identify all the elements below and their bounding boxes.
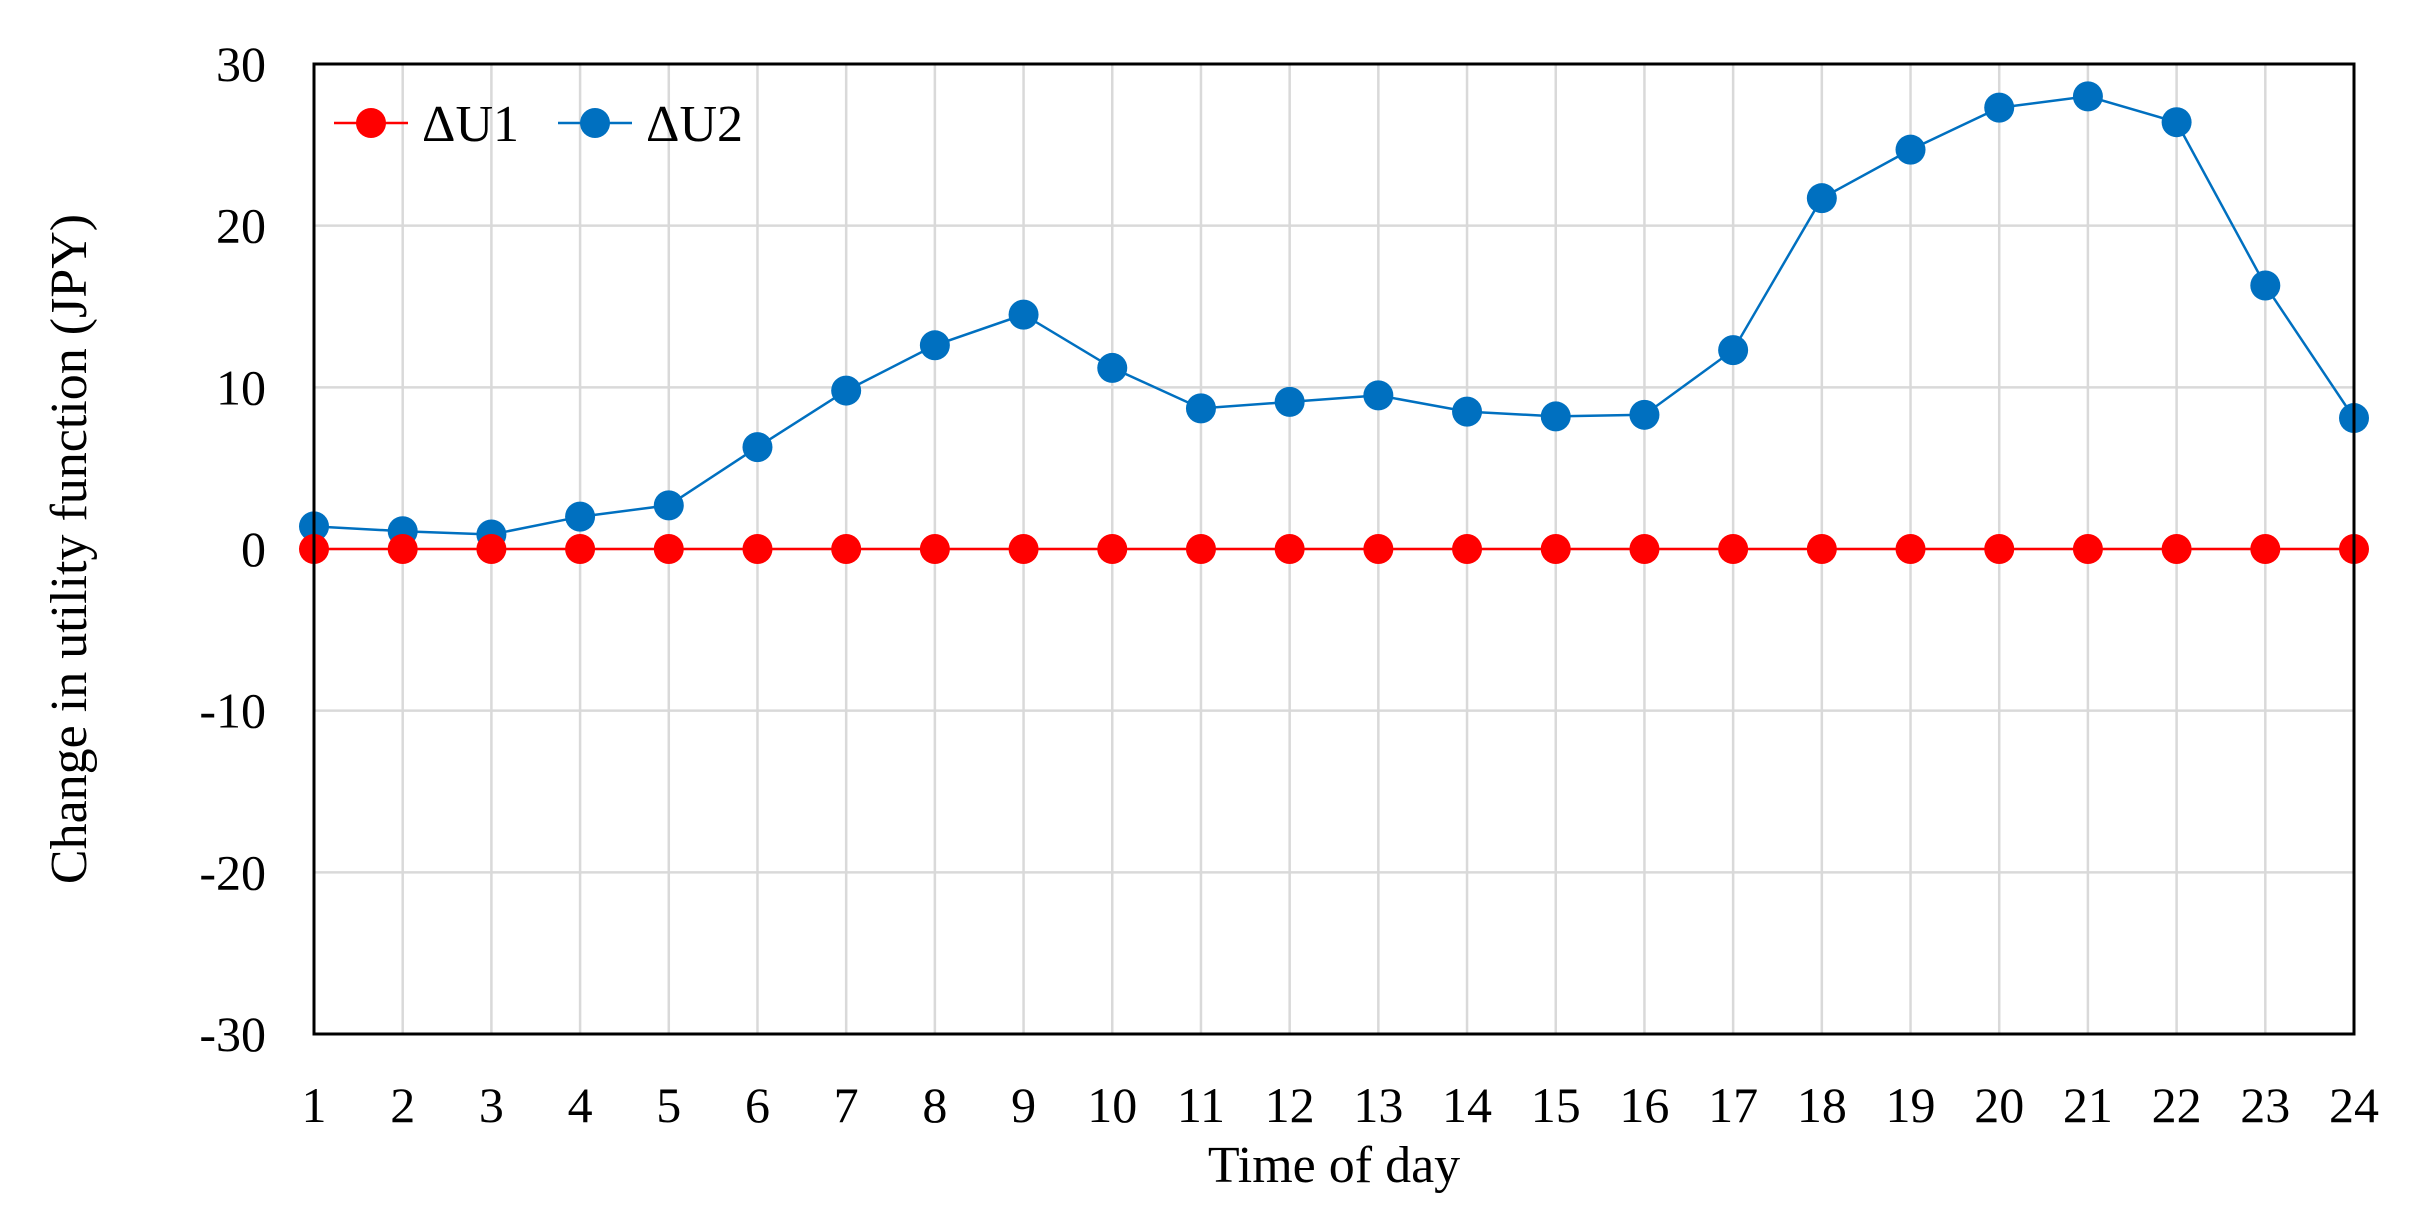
data-point — [2250, 270, 2281, 301]
x-tick-label: 14 — [1442, 1077, 1492, 1133]
data-point — [1185, 393, 1216, 424]
x-tick-label: 1 — [302, 1077, 327, 1133]
x-tick-label: 12 — [1265, 1077, 1315, 1133]
data-point — [1984, 92, 2015, 123]
legend: ΔU1 ΔU2 — [334, 96, 743, 153]
data-point — [1008, 299, 1039, 330]
data-point — [919, 534, 950, 564]
legend-label: ΔU1 — [422, 96, 519, 153]
data-point — [565, 501, 596, 532]
x-tick-label: 11 — [1177, 1077, 1225, 1133]
legend-swatch-marker — [356, 108, 386, 138]
x-tick-label: 4 — [568, 1077, 593, 1133]
legend-item: ΔU2 — [558, 96, 743, 153]
x-tick-label: 2 — [390, 1077, 415, 1133]
legend-label: ΔU2 — [646, 96, 743, 153]
y-tick-label: 30 — [216, 36, 266, 92]
data-point — [2072, 81, 2103, 112]
x-tick-label: 6 — [745, 1077, 770, 1133]
x-tick-label: 23 — [2240, 1077, 2290, 1133]
x-tick-label: 10 — [1087, 1077, 1137, 1133]
y-tick-label: -30 — [199, 1006, 266, 1062]
data-point — [1540, 534, 1571, 564]
data-point — [831, 375, 862, 406]
data-point — [1806, 183, 1837, 214]
x-tick-label: 7 — [834, 1077, 859, 1133]
data-point — [1895, 534, 1926, 564]
data-point — [653, 490, 684, 521]
data-point — [1629, 534, 1660, 564]
data-point — [1540, 401, 1571, 432]
data-point — [831, 534, 862, 564]
legend-item: ΔU1 — [334, 96, 519, 153]
x-tick-label: 5 — [656, 1077, 681, 1133]
x-axis-title: Time of day — [1208, 1137, 1460, 1194]
x-tick-label: 24 — [2329, 1077, 2379, 1133]
data-point — [742, 534, 773, 564]
data-point — [2250, 534, 2281, 564]
y-tick-label: 0 — [241, 521, 266, 577]
x-tick-label: 3 — [479, 1077, 504, 1133]
data-point — [1718, 335, 1749, 366]
data-point — [1097, 534, 1128, 564]
data-point — [387, 534, 418, 564]
y-axis-title: Change in utility function (JPY) — [41, 214, 98, 884]
data-point — [1363, 534, 1394, 564]
data-point — [1806, 534, 1837, 564]
data-point — [1629, 399, 1660, 430]
data-point — [1452, 534, 1483, 564]
data-point — [742, 432, 773, 463]
x-tick-label: 18 — [1797, 1077, 1847, 1133]
data-point — [1274, 386, 1305, 417]
x-tick-label: 16 — [1619, 1077, 1669, 1133]
y-tick-label: 10 — [216, 359, 266, 415]
x-tick-label: 21 — [2063, 1077, 2113, 1133]
data-point — [653, 534, 684, 564]
series-2 — [299, 81, 2369, 550]
data-point — [1452, 396, 1483, 427]
x-tick-label: 20 — [1974, 1077, 2024, 1133]
x-axis-tick-labels: 1 2 3 4 5 6 7 8 9 10 11 12 13 14 15 16 17 18 19 20 21 22 23 24 — [302, 1077, 2380, 1133]
data-point — [1895, 134, 1926, 165]
x-tick-label: 22 — [2152, 1077, 2202, 1133]
data-point — [2161, 534, 2192, 564]
data-point — [1185, 534, 1216, 564]
x-tick-label: 9 — [1011, 1077, 1036, 1133]
data-point — [565, 534, 596, 564]
data-point — [2072, 534, 2103, 564]
x-tick-label: 19 — [1886, 1077, 1936, 1133]
data-point — [1008, 534, 1039, 564]
x-tick-label: 13 — [1353, 1077, 1403, 1133]
data-point — [2161, 107, 2192, 138]
x-tick-label: 15 — [1531, 1077, 1581, 1133]
plot-area-frame — [312, 62, 2356, 1036]
data-point — [919, 330, 950, 361]
series-1 — [299, 534, 2369, 564]
legend-swatch-marker — [580, 108, 610, 138]
data-point — [1097, 352, 1128, 383]
data-point — [1984, 534, 2015, 564]
data-point — [1718, 534, 1749, 564]
data-point — [476, 534, 507, 564]
y-axis-tick-labels: -30 -20 -10 0 10 20 30 — [199, 36, 266, 1062]
x-tick-label: 8 — [922, 1077, 947, 1133]
data-point — [1363, 380, 1394, 411]
y-tick-label: 20 — [216, 198, 266, 254]
series-group — [299, 81, 2369, 564]
y-tick-label: -10 — [199, 683, 266, 739]
y-tick-label: -20 — [199, 844, 266, 900]
data-point — [1274, 534, 1305, 564]
x-tick-label: 17 — [1708, 1077, 1758, 1133]
